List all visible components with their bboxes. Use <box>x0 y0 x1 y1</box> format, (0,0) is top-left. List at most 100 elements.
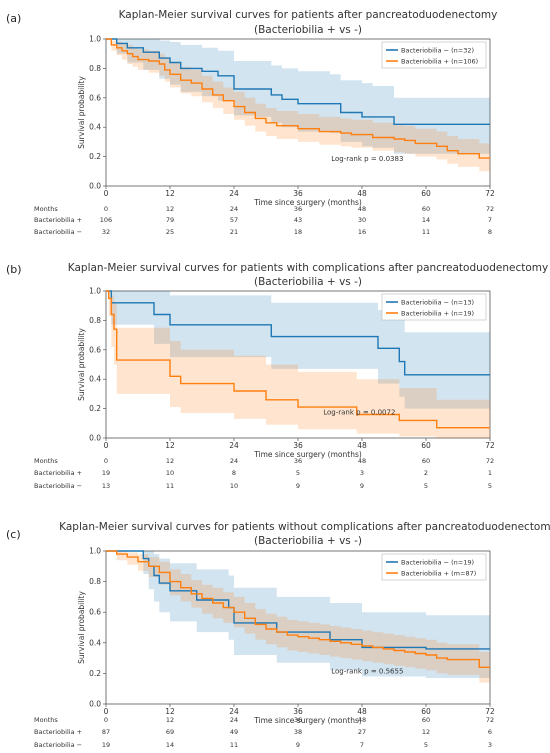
risk-table-time: 72 <box>486 205 494 213</box>
chart-title: Kaplan-Meier survival curves for patient… <box>59 521 550 533</box>
risk-table-count: 25 <box>166 228 174 236</box>
legend: Bacteriobilia − (n=19) Bacteriobilia + (m… <box>381 553 487 581</box>
risk-table-time: 36 <box>294 205 302 213</box>
x-tick-label: 36 <box>293 441 303 450</box>
chart-subtitle: (Bacteriobilia + vs -) <box>254 24 362 36</box>
x-axis-label: Time since surgery (months) <box>253 198 362 207</box>
y-tick-label: 0.4 <box>89 638 101 647</box>
risk-table-count: 27 <box>358 728 366 736</box>
risk-table-row-label: Bacteriobilia + <box>34 728 82 736</box>
y-tick-label: 0.0 <box>89 182 101 191</box>
risk-table-count: 6 <box>488 728 492 736</box>
risk-table-count: 11 <box>422 228 430 236</box>
risk-table-count: 21 <box>230 228 238 236</box>
ci-band-negative <box>106 291 490 409</box>
survival-curve-positive <box>106 290 490 429</box>
x-tick-label: 36 <box>293 707 303 716</box>
legend-label: Bacteriobilia + (m=87) <box>401 570 476 578</box>
log-rank-annotation: Log-rank p = 0.0383 <box>331 155 403 163</box>
log-rank-annotation: Log-rank p = 0.0072 <box>323 408 395 416</box>
risk-table-time: 0 <box>104 716 108 724</box>
ci-band-negative <box>106 39 490 154</box>
y-tick-label: 0.0 <box>89 700 101 709</box>
risk-table-time: 48 <box>358 205 366 213</box>
panel-label: (b) <box>6 263 22 276</box>
x-tick-label: 0 <box>104 189 109 198</box>
legend-box <box>381 553 487 581</box>
risk-table-count: 5 <box>488 482 492 490</box>
risk-table: Months 0 12 24 36 48 60 72 Bacteriobilia + 106 79 5… <box>34 205 494 236</box>
risk-table-count: 2 <box>424 469 428 477</box>
risk-table-count: 10 <box>230 482 238 490</box>
log-rank-annotation: Log-rank p = 0.5655 <box>331 667 403 675</box>
risk-table-time: 12 <box>166 457 174 465</box>
legend: Bacteriobilia − (n=13) Bacteriobilia + (n… <box>381 293 487 321</box>
risk-table-count: 11 <box>166 482 174 490</box>
x-tick-label: 0 <box>104 441 109 450</box>
y-tick-label: 0.4 <box>89 375 101 384</box>
risk-table-time: 72 <box>486 716 494 724</box>
x-axis-label: Time since surgery (months) <box>253 716 362 725</box>
x-axis-label: Time since surgery (months) <box>253 450 362 459</box>
risk-table-row-label: Bacteriobilia + <box>34 216 82 224</box>
risk-table-time: 0 <box>104 457 108 465</box>
risk-table-count: 9 <box>296 741 300 749</box>
y-tick-label: 0.6 <box>89 93 101 102</box>
risk-table-time: 60 <box>422 205 430 213</box>
risk-table-header: Months <box>34 716 58 724</box>
risk-table-time: 60 <box>422 457 430 465</box>
risk-table-count: 8 <box>232 469 236 477</box>
risk-table-row-label: Bacteriobilia + <box>34 469 82 477</box>
survival-curve-negative <box>106 290 490 376</box>
survival-curve-positive <box>106 550 490 668</box>
y-tick-label: 0.8 <box>89 316 101 325</box>
x-tick-label: 12 <box>165 189 175 198</box>
risk-table-time: 24 <box>230 205 238 213</box>
y-tick-label: 0.2 <box>89 404 101 413</box>
x-tick-label: 48 <box>357 707 367 716</box>
y-tick-label: 0.8 <box>89 577 101 586</box>
risk-table-count: 38 <box>294 728 302 736</box>
x-tick-label: 24 <box>229 189 239 198</box>
survival-curve-negative <box>106 38 490 126</box>
x-tick-label: 24 <box>229 441 239 450</box>
legend-label: Bacteriobilia − (n=13) <box>401 299 474 307</box>
risk-table-row-label: Bacteriobilia − <box>34 741 82 749</box>
risk-table-count: 14 <box>422 216 430 224</box>
risk-table-count: 13 <box>102 482 110 490</box>
x-tick-label: 60 <box>421 189 431 198</box>
risk-table-time: 60 <box>422 716 430 724</box>
x-tick-label: 72 <box>485 707 495 716</box>
chart-title: Kaplan-Meier survival curves for patient… <box>68 262 548 274</box>
risk-table-count: 3 <box>488 741 492 749</box>
y-tick-label: 0.0 <box>89 434 101 443</box>
risk-table-header: Months <box>34 457 58 465</box>
risk-table-time: 24 <box>230 457 238 465</box>
risk-table-count: 87 <box>102 728 110 736</box>
risk-table-count: 106 <box>100 216 112 224</box>
risk-table-count: 7 <box>488 216 492 224</box>
x-tick-label: 36 <box>293 189 303 198</box>
panel-label: (a) <box>6 12 21 25</box>
risk-table-row-label: Bacteriobilia − <box>34 482 82 490</box>
legend-label: Bacteriobilia + (n=19) <box>401 310 474 318</box>
y-tick-label: 0.2 <box>89 152 101 161</box>
x-tick-label: 48 <box>357 189 367 198</box>
chart-subtitle: (Bacteriobilia + vs -) <box>254 276 362 288</box>
risk-table-time: 36 <box>294 457 302 465</box>
y-tick-label: 0.2 <box>89 669 101 678</box>
y-axis-label: Survival probability <box>77 76 86 149</box>
y-tick-label: 0.6 <box>89 345 101 354</box>
risk-table-count: 5 <box>296 469 300 477</box>
risk-table-count: 9 <box>296 482 300 490</box>
risk-table-count: 69 <box>166 728 174 736</box>
x-tick-label: 12 <box>165 441 175 450</box>
x-tick-label: 72 <box>485 441 495 450</box>
risk-table-time: 48 <box>358 457 366 465</box>
risk-table-count: 14 <box>166 741 174 749</box>
risk-table-time: 0 <box>104 205 108 213</box>
y-tick-label: 1.0 <box>89 35 101 44</box>
